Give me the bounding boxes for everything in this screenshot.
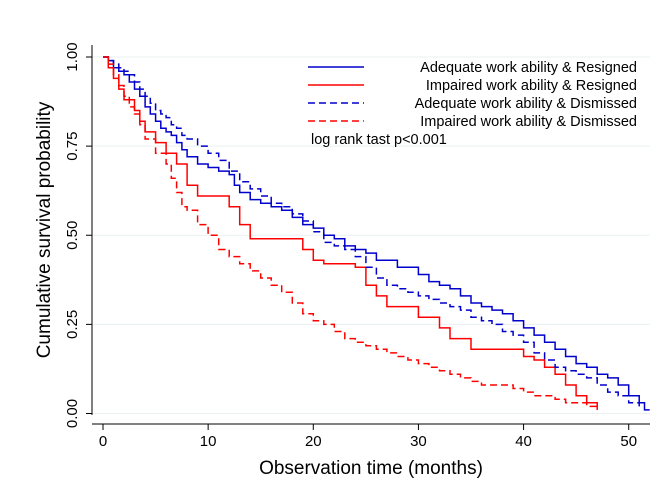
y-tick-label: 0.00 (64, 399, 81, 428)
series-line-impaired-work-ability-and-dismissed (103, 56, 598, 410)
series-line-adequate-work-ability-and-dismissed (103, 56, 640, 407)
y-tick-label: 0.50 (64, 221, 81, 250)
series-layer (103, 56, 650, 411)
y-tick-label: 0.75 (64, 132, 81, 161)
y-tick-label: 1.00 (64, 42, 81, 71)
x-tick-label: 0 (99, 433, 107, 450)
x-tick-label: 30 (410, 433, 427, 450)
x-ticks: 0 10 20 30 40 50 (99, 424, 637, 450)
axes (91, 45, 650, 425)
legend-label: Adequate work ability & Dismissed (415, 96, 637, 112)
y-ticks: 0.00 0.25 0.50 0.75 1.00 (64, 42, 92, 428)
legend-label: Impaired work ability & Resigned (426, 78, 637, 94)
y-tick-label: 0.25 (64, 310, 81, 339)
legend-label: Adequate work ability & Resigned (420, 60, 637, 76)
x-tick-label: 10 (200, 433, 217, 450)
logrank-annotation: log rank tast p<0.001 (311, 132, 447, 148)
x-tick-label: 40 (515, 433, 532, 450)
x-tick-label: 50 (620, 433, 637, 450)
series-line-impaired-work-ability-and-resigned (103, 56, 598, 410)
gridlines (93, 56, 650, 414)
x-axis-title: Observation time (months) (259, 458, 483, 479)
legend-label: Impaired work ability & Dismissed (420, 114, 637, 130)
x-tick-label: 20 (305, 433, 322, 450)
legend: Adequate work ability & Resigned Impaired… (308, 60, 637, 130)
y-axis-title: Cumulative survival probability (34, 101, 55, 358)
series-line-adequate-work-ability-and-resigned (103, 56, 650, 411)
